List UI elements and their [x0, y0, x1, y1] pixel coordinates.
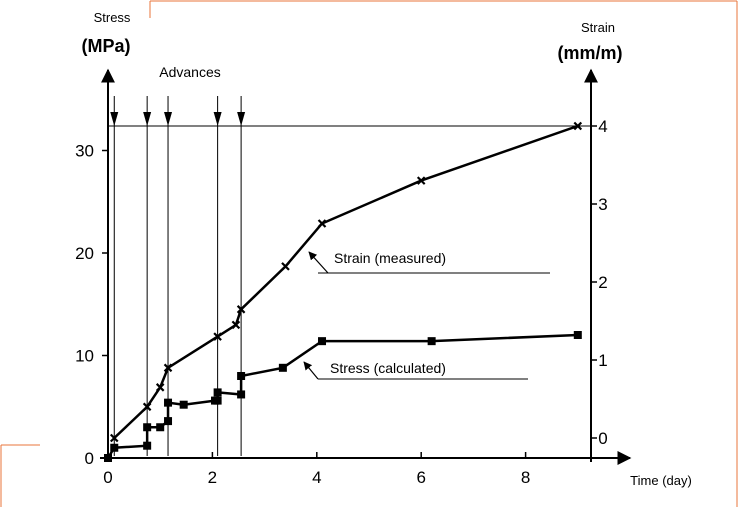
x-tick-label: 2 — [208, 468, 217, 487]
x-tick-label: 8 — [521, 468, 530, 487]
reference-lines — [108, 96, 591, 456]
strain-point — [317, 219, 327, 228]
advance-arrow-icon — [237, 112, 246, 126]
y-right-label-line1: Strain — [581, 20, 615, 35]
y-left-label-line1: Stress — [94, 10, 131, 25]
stress-point — [164, 398, 173, 407]
strain-point — [155, 383, 165, 392]
stress-point — [143, 441, 152, 450]
x-tick-label: 0 — [103, 468, 112, 487]
stress-point — [213, 396, 222, 405]
x-tick-label: 6 — [416, 468, 425, 487]
y-right-tick-label: 3 — [598, 195, 607, 214]
annotation-label: Stress (calculated) — [330, 360, 446, 376]
annotation-arrow — [308, 251, 329, 274]
y-right-tick-label: 2 — [598, 273, 607, 292]
stress-point — [237, 390, 246, 399]
advance-arrow-icon — [164, 112, 173, 126]
strain-point — [573, 121, 583, 131]
stress-point — [573, 331, 582, 339]
y-left-label-line2: (MPa) — [82, 36, 131, 56]
series-line-stress — [106, 333, 578, 459]
advances-label: Advances — [159, 64, 220, 80]
strain-point — [236, 305, 246, 314]
annotations: Strain (measured) Stress (calculated) — [303, 250, 550, 380]
y-left-tick-label: 20 — [75, 244, 94, 263]
strain-point — [142, 402, 152, 412]
stress-point — [278, 363, 287, 372]
stress-point — [427, 337, 436, 346]
stress-point — [179, 400, 188, 409]
stress-point — [156, 423, 165, 432]
advance-arrow-icon — [110, 112, 119, 126]
strain-point — [416, 176, 426, 185]
strain-point — [213, 332, 222, 341]
y-left-tick-label: 10 — [75, 347, 94, 366]
annotation-arrow — [303, 361, 319, 380]
y-right-tick-label: 4 — [598, 117, 607, 136]
series — [104, 121, 583, 462]
stress-point — [213, 388, 222, 397]
stress-point — [164, 417, 173, 426]
strain-point — [281, 262, 290, 271]
y-left-tick-label: 30 — [75, 142, 94, 161]
stress-point — [237, 372, 246, 380]
x-axis-label: Time (day) — [630, 473, 692, 488]
stress-point — [104, 454, 112, 462]
series-line-strain — [113, 124, 579, 439]
y-right-tick-label: 0 — [598, 429, 607, 448]
y-left-tick-label: 0 — [85, 449, 94, 468]
x-tick-label: 4 — [312, 468, 321, 487]
y-right-tick-label: 1 — [598, 351, 607, 370]
stress-point — [318, 337, 327, 346]
ticks: 0 2 4 6 8 0 10 20 30 0 1 2 3 4 — [75, 117, 608, 487]
strain-point — [231, 320, 241, 330]
annotation-label: Strain (measured) — [334, 250, 446, 266]
stress-point — [143, 423, 152, 432]
strain-point — [109, 433, 119, 443]
strain-point — [163, 363, 173, 373]
advance-arrow-icon — [143, 112, 152, 126]
stress-point — [110, 443, 119, 452]
y-right-label-line2: (mm/m) — [557, 43, 622, 63]
advance-arrow-icon — [213, 112, 222, 126]
